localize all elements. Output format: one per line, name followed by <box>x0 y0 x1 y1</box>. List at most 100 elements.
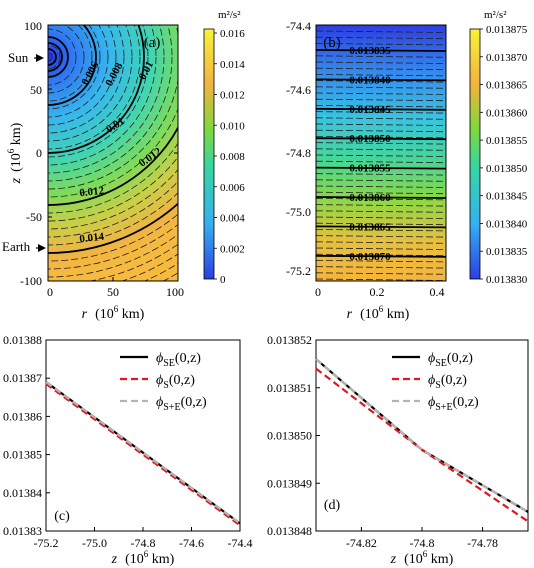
contour-line <box>316 105 446 108</box>
contour-line <box>316 80 446 83</box>
x-tick-label: -74.8 <box>131 536 156 550</box>
contour-line <box>48 44 61 70</box>
y-tick-label: 0 <box>36 146 42 160</box>
contour-line-major <box>48 36 69 78</box>
contour-line <box>316 266 446 269</box>
series-line <box>315 358 529 513</box>
colorbar-tick-label: 0.013850 <box>486 163 528 175</box>
contour-label: 0.013840 <box>349 74 391 86</box>
contour-line <box>48 25 93 102</box>
contour-line <box>316 117 446 120</box>
y-tick-label: 50 <box>30 83 42 97</box>
contour-line <box>48 25 149 158</box>
contour-line <box>316 61 446 64</box>
panel-b-contours <box>316 30 446 281</box>
contour-line <box>48 25 85 94</box>
panel-a-yticks: 100 50 0 -50 -100 <box>20 19 42 288</box>
contour-line-major <box>316 166 446 170</box>
contour-line <box>316 111 446 114</box>
contour-line-major <box>316 49 446 52</box>
contour-line <box>316 92 446 95</box>
panel-a-xticks: 0 50 100 <box>47 285 184 299</box>
legend-label: ϕS(0,z) <box>428 373 467 391</box>
contour-line <box>48 25 125 134</box>
contour-line <box>316 253 446 257</box>
y-tick-label: 0.013850 <box>267 429 312 443</box>
contour-line <box>316 154 446 157</box>
x-tick-label: 0.4 <box>430 285 445 299</box>
x-tick-label: 50 <box>107 285 119 299</box>
x-tick-label: 100 <box>166 285 184 299</box>
x-tick-label: -74.82 <box>346 536 377 550</box>
y-tick-label: 0.013848 <box>267 524 312 538</box>
contour-line <box>48 25 173 182</box>
contour-line <box>316 179 446 182</box>
legend-label: ϕSE(0,z) <box>428 351 473 369</box>
earth-label: Earth <box>2 239 31 254</box>
y-tick-label: -75.2 <box>286 264 311 278</box>
y-tick-label: 0.01385 <box>3 448 42 462</box>
x-tick-label: -74.78 <box>467 536 498 550</box>
colorbar-tick-label: 0.006 <box>220 182 245 194</box>
x-tick-label: -74.4 <box>228 536 253 550</box>
panel-c-legend: ϕSE(0,z) ϕS(0,z) ϕS+E(0,z) <box>120 351 207 413</box>
y-tick-label: 0.013852 <box>267 333 312 347</box>
contour-line <box>316 67 446 71</box>
contour-line <box>48 25 101 110</box>
contour-line-major <box>316 225 446 229</box>
contour-line <box>48 52 53 62</box>
contour-line-major <box>316 107 446 111</box>
contour-line <box>316 191 446 195</box>
contour-line <box>48 25 117 126</box>
contour-line <box>316 123 446 126</box>
contour-line <box>316 210 446 213</box>
colorbar-tick-label: 0.013845 <box>486 191 528 203</box>
colorbar-tick-label: 0.008 <box>220 151 245 163</box>
contour-line <box>316 136 446 139</box>
panel-b-xlabel: r (106 km) <box>347 304 410 322</box>
y-tick-label: -74.4 <box>286 19 311 33</box>
colorbar-tick-label: 0.013835 <box>486 246 528 258</box>
series-line <box>315 367 529 523</box>
legend-label: ϕS+E(0,z) <box>428 395 479 413</box>
contour-line <box>316 86 446 89</box>
y-tick-label: -100 <box>20 274 42 288</box>
contour-line-major <box>316 254 446 258</box>
contour-line-major <box>48 48 57 66</box>
panel-c-tag: (c) <box>54 509 70 524</box>
colorbar-tick-label: 0.013830 <box>486 274 528 286</box>
panel-a-contours <box>48 25 178 281</box>
y-tick-label: 0.01383 <box>3 524 42 538</box>
contour-line <box>316 185 446 188</box>
sun-marker: Sun <box>8 50 44 65</box>
panel-a-xlabel: r (106 km) <box>82 304 145 322</box>
x-tick-label: 0 <box>47 285 53 299</box>
panel-c-series <box>45 381 241 527</box>
panel-d-ticks: -74.82 -74.8 -74.78 0.013852 0.013851 0.01385… <box>267 333 498 550</box>
panel-d: -74.82 -74.8 -74.78 0.013852 0.013851 0.01385… <box>267 333 529 567</box>
colorbar-tick-label: 0.013875 <box>486 24 528 36</box>
x-tick-label: -75.0 <box>82 536 107 550</box>
contour-line <box>316 241 446 244</box>
panel-d-xlabel: z (106 km) <box>390 549 454 567</box>
colorbar-tick-label: 0.013860 <box>486 107 528 119</box>
contour-label: 0.013835 <box>349 45 391 57</box>
contour-line <box>316 260 446 263</box>
contour-line <box>48 25 165 174</box>
colorbar-tick-label: 0.016 <box>220 28 245 40</box>
colorbar-b-units: m²/s² <box>484 9 507 21</box>
panel-b-heatmap <box>316 25 446 281</box>
colorbar-a-units: m²/s² <box>218 9 241 21</box>
panel-b-contour-labels: 0.013835 0.013840 0.013845 0.013850 0.013855… <box>349 45 391 263</box>
contour-line <box>316 36 446 40</box>
contour-line <box>316 235 446 238</box>
panel-b: (b) 0.0138350.0138400.0138450.0138500.01… <box>286 9 528 322</box>
contour-label: 0.013860 <box>349 192 391 204</box>
contour-line <box>48 25 157 166</box>
colorbar-tick-label: 0.004 <box>220 213 245 225</box>
colorbar-a-ticks: 0.016 0.014 0.012 0.010 0.008 0.006 0.004 0.002… <box>214 28 245 286</box>
y-tick-label: -74.6 <box>286 83 311 97</box>
colorbar-tick-label: 0.013865 <box>486 80 528 92</box>
colorbar-tick-label: 0.013840 <box>486 218 528 230</box>
